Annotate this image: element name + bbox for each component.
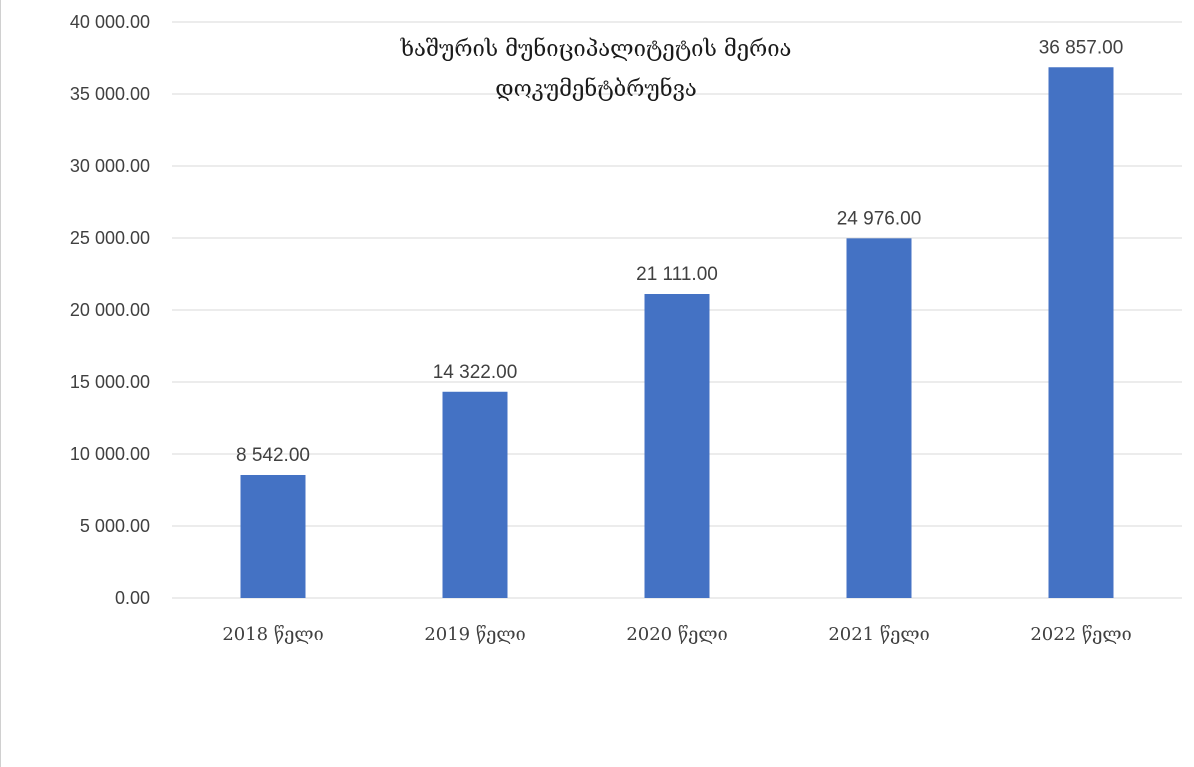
bar bbox=[1048, 67, 1114, 598]
bar bbox=[644, 294, 710, 598]
category-label: 2019 წელი bbox=[424, 624, 525, 645]
category-label: 2020 წელი bbox=[626, 624, 727, 645]
y-axis-tick-labels: 0.00 5 000.00 10 000.00 15 000.00 20 000.00 2… bbox=[70, 12, 150, 608]
y-tick-label: 15 000.00 bbox=[70, 372, 150, 392]
y-tick-label: 40 000.00 bbox=[70, 12, 150, 32]
category-label: 2018 წელი bbox=[222, 624, 323, 645]
data-label: 21 111.00 bbox=[636, 264, 718, 285]
data-label: 14 322.00 bbox=[433, 362, 518, 383]
bar bbox=[442, 391, 508, 598]
category-label: 2021 წელი bbox=[828, 624, 929, 645]
chart-title-line-1: ხაშურის მუნიციპალიტეტის მერია bbox=[400, 36, 792, 62]
data-label: 24 976.00 bbox=[837, 208, 922, 229]
data-label: 36 857.00 bbox=[1039, 37, 1124, 58]
chart-title: ხაშურის მუნიციპალიტეტის მერია დოკუმენტბრ… bbox=[400, 36, 792, 102]
y-tick-label: 35 000.00 bbox=[70, 84, 150, 104]
category-label: 2022 წელი bbox=[1030, 624, 1131, 645]
bar bbox=[240, 474, 306, 598]
y-tick-label: 5 000.00 bbox=[80, 516, 150, 536]
y-tick-label: 30 000.00 bbox=[70, 156, 150, 176]
x-axis-category-labels: 2018 წელი 2019 წელი 2020 წელი 2021 წელი 2022… bbox=[222, 624, 1131, 645]
data-label: 8 542.00 bbox=[236, 445, 310, 466]
y-tick-label: 20 000.00 bbox=[70, 300, 150, 320]
bars bbox=[240, 67, 1114, 599]
y-tick-label: 10 000.00 bbox=[70, 444, 150, 464]
bar bbox=[846, 238, 912, 599]
chart-title-line-2: დოკუმენტბრუნვა bbox=[495, 76, 697, 102]
gridlines bbox=[172, 21, 1182, 599]
data-labels: 8 542.00 14 322.00 21 111.00 24 976.00 36 85… bbox=[236, 37, 1123, 466]
y-tick-label: 25 000.00 bbox=[70, 228, 150, 248]
y-tick-label: 0.00 bbox=[115, 588, 150, 608]
